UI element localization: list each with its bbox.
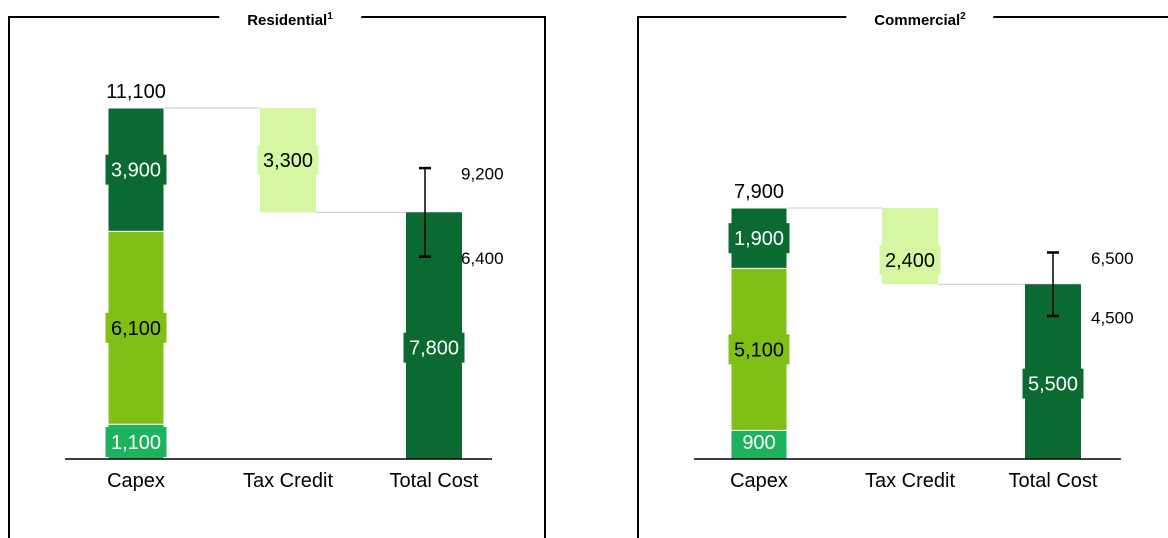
- residential-capex-segment-0-label: 1,100: [111, 432, 161, 454]
- residential-total-cost-label-bg: [403, 332, 465, 363]
- commercial-chart-title: Commercial2: [846, 11, 994, 31]
- commercial-total-cost-label: 5,500: [1028, 374, 1078, 396]
- commercial-range-high-label: 6,500: [1091, 249, 1134, 268]
- commercial-capex-segment-0-label-bg: [739, 427, 779, 457]
- commercial-title-footnote: 2: [960, 11, 966, 22]
- residential-range-high-label: 9,200: [461, 165, 504, 184]
- residential-capex-segment-1-label-bg: [105, 312, 167, 343]
- commercial-title-text: Commercial: [874, 12, 961, 29]
- commercial-capex-segment-1-label: 5,100: [734, 339, 784, 361]
- commercial-capex-segment-2-label-bg: [728, 223, 790, 254]
- residential-chart-title: Residential1: [219, 11, 361, 31]
- commercial-tax-credit-label: 2,400: [885, 250, 935, 272]
- residential-category-label-1: Tax Credit: [243, 470, 333, 492]
- commercial-tax-credit-label-bg: [879, 245, 941, 275]
- commercial-total-cost-label-bg: [1022, 368, 1084, 399]
- commercial-category-label-1: Tax Credit: [865, 470, 955, 492]
- residential-range-low-label: 6,400: [461, 249, 504, 268]
- residential-capex-total-label: 11,100: [106, 81, 166, 103]
- commercial-chart-svg: 900 5,100 1,900 7,900 2,400 5,500 6,500 4,500 Ca…: [637, 16, 1168, 538]
- residential-tax-credit-label-bg: [257, 145, 319, 175]
- commercial-capex-segment-2-label: 1,900: [734, 228, 784, 250]
- commercial-range-low-label: 4,500: [1091, 309, 1134, 328]
- commercial-chart-panel: 900 5,100 1,900 7,900 2,400 5,500 6,500 4,500 Ca…: [637, 0, 1168, 538]
- residential-category-label-0: Capex: [107, 470, 165, 492]
- residential-chart-svg: 1,100 6,100 3,900 11,100 3,300 7,800 9,200 6,40…: [8, 16, 546, 538]
- residential-capex-segment-0-label-bg: [105, 427, 167, 457]
- residential-title-text: Residential: [247, 12, 328, 29]
- commercial-category-label-2: Total Cost: [1009, 470, 1098, 492]
- residential-category-label-2: Total Cost: [390, 470, 479, 492]
- residential-tax-credit-label: 3,300: [263, 150, 313, 172]
- commercial-capex-total-label: 7,900: [734, 181, 784, 203]
- commercial-category-label-0: Capex: [730, 470, 788, 492]
- residential-capex-segment-2-label: 3,900: [111, 160, 161, 182]
- residential-chart-panel: 1,100 6,100 3,900 11,100 3,300 7,800 9,200 6,40…: [8, 0, 548, 538]
- commercial-capex-segment-1-label-bg: [728, 334, 790, 365]
- residential-title-footnote: 1: [327, 11, 333, 22]
- residential-capex-segment-1-label: 6,100: [111, 318, 161, 340]
- residential-frame: [8, 16, 546, 538]
- commercial-capex-segment-0-label: 900: [742, 432, 775, 454]
- residential-capex-segment-2-label-bg: [105, 154, 167, 185]
- residential-total-cost-label: 7,800: [409, 338, 459, 360]
